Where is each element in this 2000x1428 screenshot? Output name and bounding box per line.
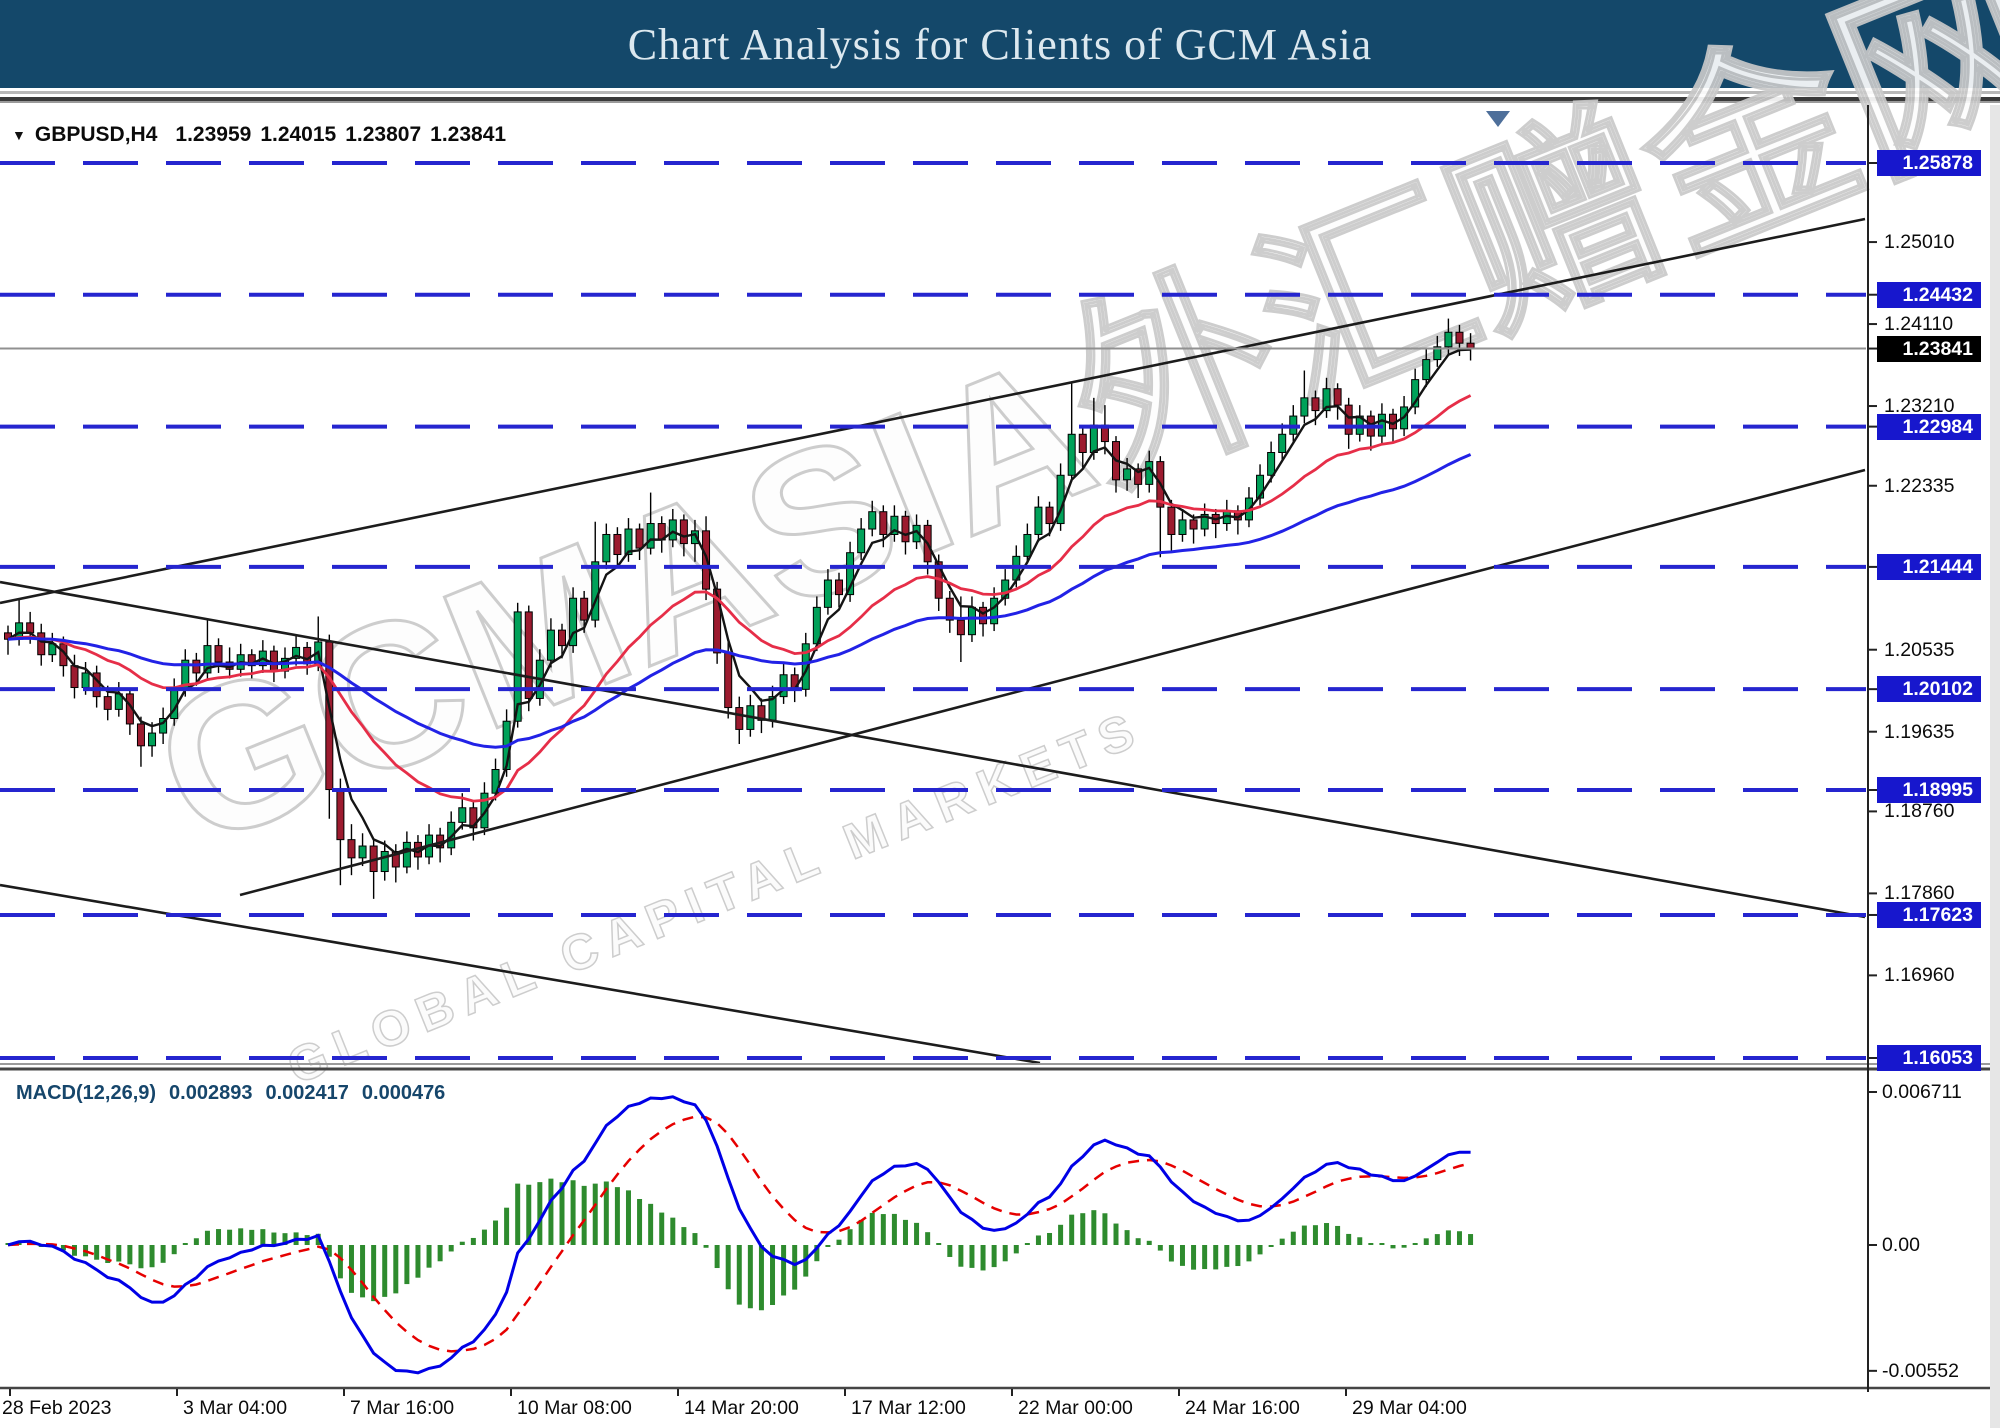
trendline[interactable] [0, 883, 1041, 1063]
macd-axis-label: -0.00552 [1882, 1359, 1959, 1382]
ohlc-close: 1.23841 [430, 123, 507, 146]
macd-axis-label: 0.00 [1882, 1234, 1920, 1256]
trendline[interactable] [239, 468, 1866, 897]
macd-axis-label: 0.006711 [1882, 1081, 1962, 1103]
ohlc-open: 1.23959 [175, 123, 252, 146]
price-tick-label: 1.18760 [1884, 800, 1955, 823]
time-tick-label: 17 Mar 12:00 [851, 1397, 966, 1419]
main-price-panel[interactable] [0, 217, 1866, 1063]
ohlc-low: 1.23807 [345, 123, 422, 146]
symbol-name: GBPUSD,H4 [34, 123, 158, 146]
time-tick-label: 24 Mar 16:00 [1185, 1397, 1300, 1419]
price-tick-label: 1.23210 [1884, 395, 1955, 418]
sr-price-label: 1.18995 [1877, 776, 1981, 803]
macd-panel[interactable] [5, 1095, 1474, 1375]
price-tick-label: 1.24110 [1884, 313, 1954, 336]
scrollbar-strip[interactable] [1990, 105, 2000, 1428]
macd-value-hist: 0.000476 [361, 1082, 446, 1104]
window-chrome-divider [0, 88, 2000, 105]
time-tick-label: 3 Mar 04:00 [183, 1397, 288, 1419]
sr-price-label: 1.16053 [1877, 1044, 1981, 1071]
sr-price-label: 1.24432 [1877, 281, 1981, 308]
price-tick-label: 1.17860 [1884, 882, 1955, 905]
price-tick-label: 1.22335 [1884, 474, 1955, 497]
price-tick-label: 1.16960 [1884, 964, 1955, 987]
trendline[interactable] [0, 217, 1866, 605]
macd-name: MACD(12,26,9) [16, 1082, 157, 1104]
sr-price-label: 1.17623 [1877, 901, 1981, 928]
page-title: Chart Analysis for Clients of GCM Asia [627, 19, 1373, 69]
sr-price-label: 1.22984 [1877, 413, 1981, 440]
time-tick-label: 29 Mar 04:00 [1352, 1397, 1467, 1419]
price-tick-label: 1.20535 [1884, 638, 1955, 661]
sr-price-label: 1.25878 [1877, 150, 1981, 176]
macd-value-main: 0.002893 [169, 1082, 253, 1104]
time-tick-label: 14 Mar 20:00 [684, 1397, 799, 1419]
time-tick-label: 7 Mar 16:00 [350, 1397, 455, 1419]
current-price-label: 1.23841 [1877, 335, 1981, 362]
time-tick-label: 22 Mar 00:00 [1018, 1397, 1133, 1419]
macd-value-signal: 0.002417 [265, 1082, 349, 1104]
macd-indicator-label: MACD(12,26,9) 0.002893 0.002417 0.000476 [16, 1082, 458, 1105]
symbol-ohlc-label: ▼ GBPUSD,H4 1.23959 1.24015 1.23807 1.23… [12, 123, 515, 147]
sr-price-label: 1.20102 [1877, 676, 1981, 703]
ohlc-high: 1.24015 [260, 123, 337, 146]
title-bar: Chart Analysis for Clients of GCM Asia [0, 0, 2000, 88]
chart-shift-marker-icon[interactable] [1486, 111, 1510, 127]
price-tick-label: 1.19635 [1884, 720, 1955, 743]
trendline[interactable] [0, 580, 1866, 919]
time-tick-label: 28 Feb 2023 [2, 1397, 112, 1419]
time-tick-label: 10 Mar 08:00 [517, 1397, 632, 1419]
symbol-dropdown-icon[interactable]: ▼ [12, 127, 26, 143]
sr-price-label: 1.21444 [1877, 553, 1981, 580]
price-tick-label: 1.25010 [1884, 231, 1955, 254]
